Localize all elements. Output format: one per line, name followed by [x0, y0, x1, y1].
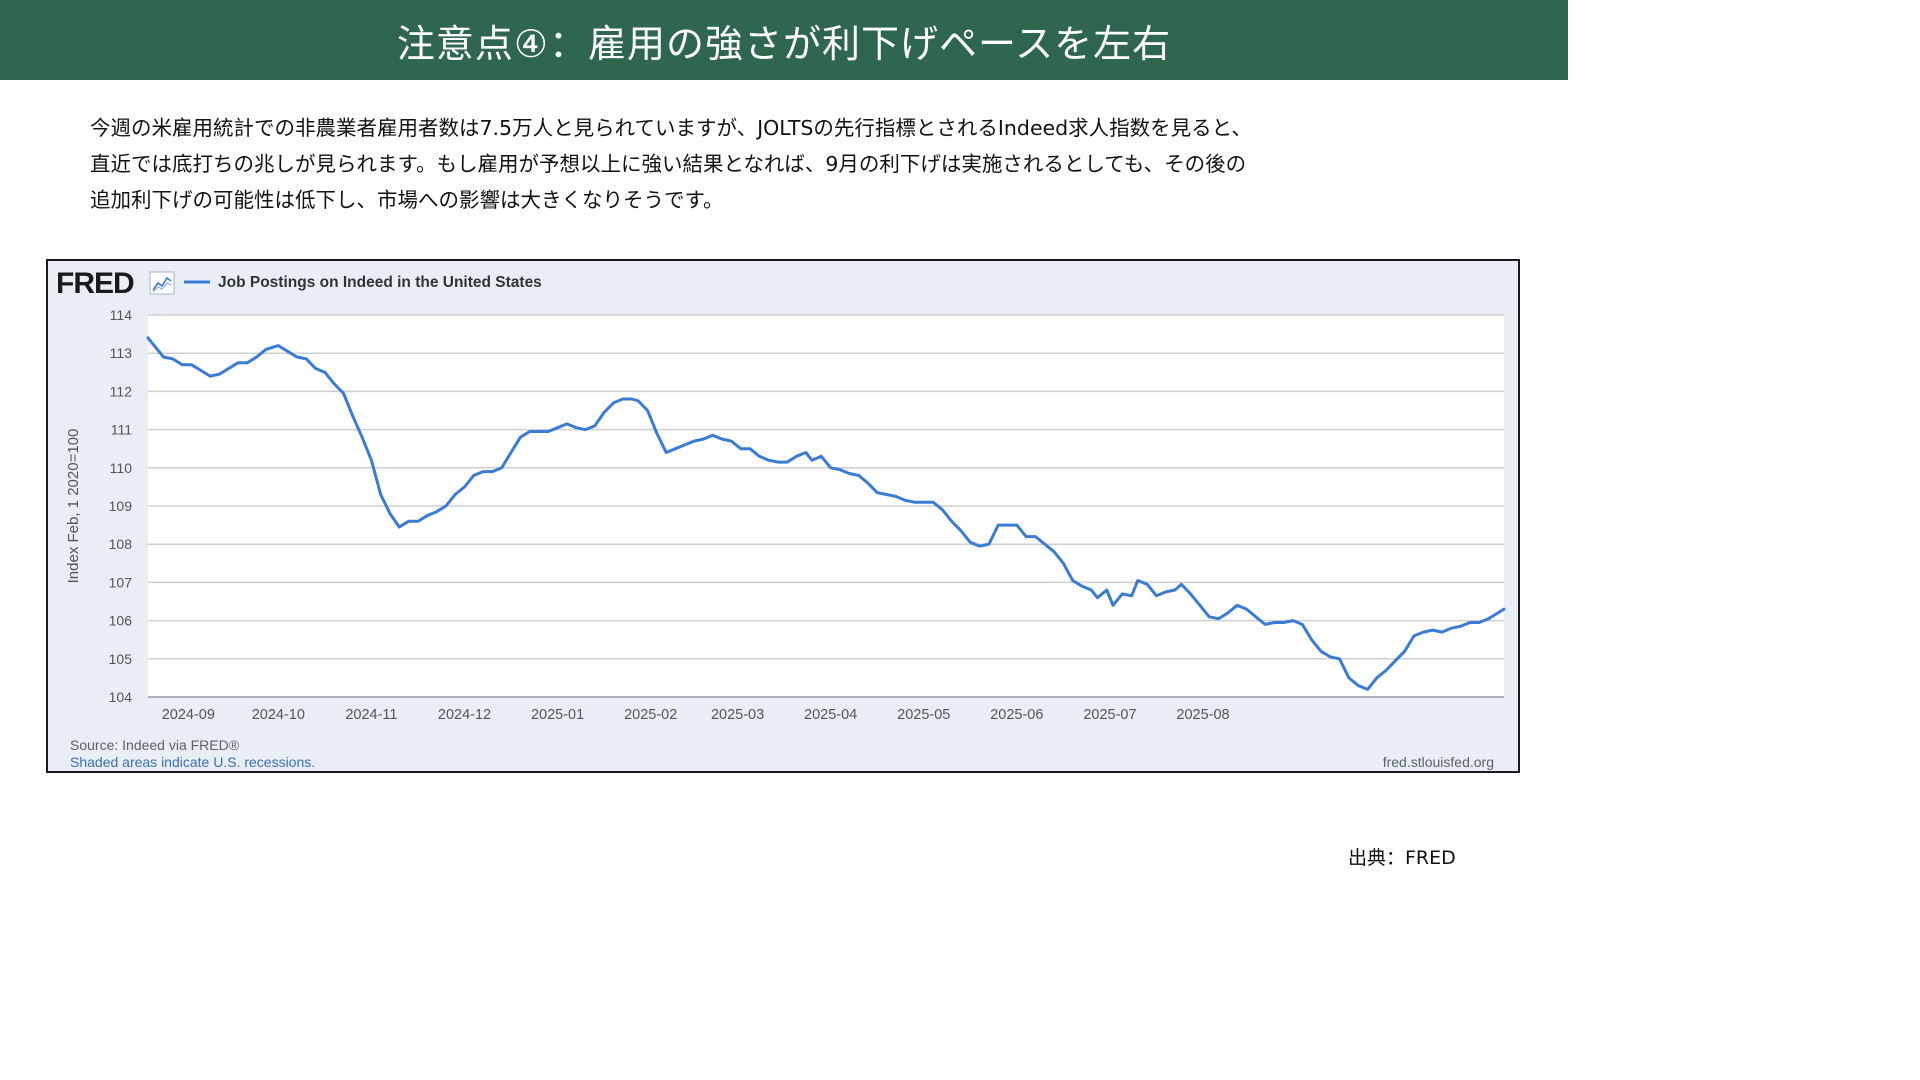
x-tick-label: 2025-04: [804, 707, 857, 723]
recession-note[interactable]: Shaded areas indicate U.S. recessions.: [70, 754, 316, 770]
y-tick-label: 107: [109, 574, 133, 590]
gridlines: [148, 314, 1504, 698]
x-tick-label: 2025-05: [897, 707, 950, 723]
x-tick-label: 2025-01: [531, 707, 584, 723]
fred-chart-panel: FRED Job Postings on Indeed in the Unite…: [46, 259, 1520, 773]
x-tick-label: 2025-07: [1083, 707, 1136, 723]
fred-logo: FRED: [56, 267, 134, 300]
x-tick-label: 2024-12: [438, 707, 491, 723]
x-tick-label: 2024-10: [252, 707, 305, 723]
y-tick-label: 105: [109, 651, 133, 667]
series-line: [146, 336, 1506, 691]
y-axis-label: Index Feb, 1 2020=100: [65, 429, 82, 584]
fred-chart: FRED Job Postings on Indeed in the Unite…: [56, 267, 1506, 723]
y-tick-label: 110: [110, 460, 133, 476]
x-tick-label: 2024-09: [162, 707, 215, 723]
intro-line: 直近では底打ちの兆しが見られます。もし雇用が予想以上に強い結果となれば、9月の利…: [90, 152, 1247, 176]
source-credit: 出典：FRED: [1348, 847, 1456, 869]
source-note: Source: Indeed via FRED® Shaded areas in…: [70, 737, 315, 771]
source-line: Source: Indeed via FRED®: [70, 737, 240, 753]
x-tick-label: 2024-11: [345, 707, 397, 723]
x-tick-label: 2025-08: [1176, 707, 1229, 723]
y-tick-label: 106: [109, 613, 133, 629]
y-tick-label: 108: [109, 536, 133, 552]
intro-line: 今週の米雇用統計での非農業者雇用者数は7.5万人と見られていますが、JOLTSの…: [90, 116, 1252, 140]
x-tick-labels: 2024-09 2024-10 2024-11 2024-12 2025-01 2025-…: [162, 707, 1230, 723]
line-graph-icon: [149, 271, 175, 295]
y-tick-label: 114: [110, 307, 133, 323]
page-title: 注意点④：雇用の強さが利下げペースを左右: [396, 21, 1172, 66]
y-tick-label: 112: [110, 383, 133, 399]
legend: Job Postings on Indeed in the United Sta…: [184, 274, 542, 291]
x-tick-label: 2025-02: [624, 707, 677, 723]
intro-line: 追加利下げの可能性は低下し、市場への影響は大きくなりそうです。: [90, 188, 724, 212]
y-tick-label: 109: [109, 498, 133, 514]
title-banner: 注意点④：雇用の強さが利下げペースを左右: [0, 0, 1568, 80]
fred-site-link[interactable]: fred.stlouisfed.org: [1382, 754, 1494, 770]
y-tick-label: 104: [109, 689, 133, 705]
y-tick-labels: 104 105 106 107 108 109 110 111 112 113 114: [109, 307, 133, 705]
x-tick-label: 2025-06: [990, 707, 1043, 723]
x-tick-label: 2025-03: [711, 707, 764, 723]
legend-label: Job Postings on Indeed in the United Sta…: [218, 274, 542, 291]
intro-paragraph: 今週の米雇用統計での非農業者雇用者数は7.5万人と見られていますが、JOLTSの…: [90, 110, 1490, 218]
y-tick-label: 113: [110, 345, 133, 361]
y-tick-label: 111: [111, 422, 132, 438]
